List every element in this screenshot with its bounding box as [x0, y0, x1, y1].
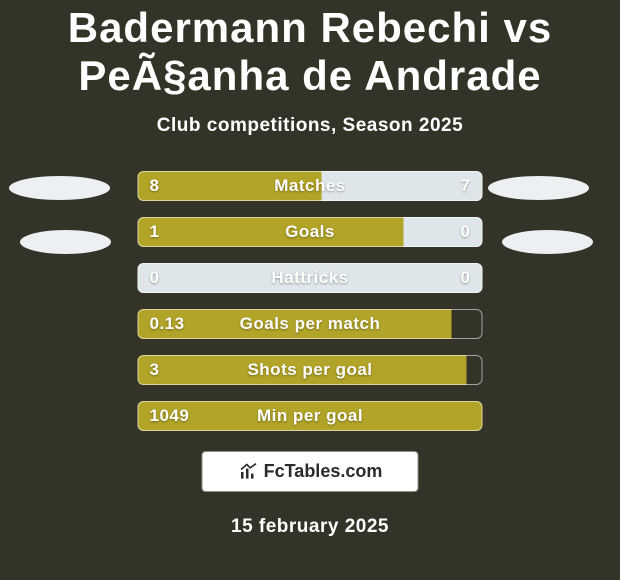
value-left: 3: [150, 355, 160, 385]
value-right: 0: [461, 263, 471, 293]
stat-rows: 8 7 Matches 1 0 Goals 0 0 Hattricks 0.13 Goals per…: [0, 171, 620, 431]
value-left: 0.13: [150, 309, 185, 339]
source-badge: FcTables.com: [202, 451, 419, 492]
stat-row: 0.13 Goals per match: [0, 309, 620, 339]
value-right: 7: [461, 171, 471, 201]
player-oval: [502, 230, 593, 254]
stat-row: 1049 Min per goal: [0, 401, 620, 431]
date-text: 15 february 2025: [231, 516, 389, 538]
comparison-infographic: Badermann Rebechi vs PeÃ§anha de Andrade…: [0, 0, 620, 580]
stat-label: Hattricks: [271, 263, 348, 293]
stat-label: Goals per match: [240, 309, 381, 339]
value-left: 1049: [150, 401, 190, 431]
stat-label: Shots per goal: [247, 355, 372, 385]
player-oval: [488, 176, 589, 200]
stat-label: Matches: [274, 171, 346, 201]
bar-left: [138, 217, 404, 247]
value-left: 8: [150, 171, 160, 201]
page-title: Badermann Rebechi vs PeÃ§anha de Andrade: [0, 0, 620, 101]
value-right: 0: [461, 217, 471, 247]
subtitle: Club competitions, Season 2025: [0, 115, 620, 137]
player-oval: [9, 176, 110, 200]
source-text: FcTables.com: [264, 461, 383, 482]
value-left: 1: [150, 217, 160, 247]
value-left: 0: [150, 263, 160, 293]
stat-label: Min per goal: [257, 401, 363, 431]
player-oval: [20, 230, 111, 254]
stat-label: Goals: [285, 217, 335, 247]
stat-row: 0 0 Hattricks: [0, 263, 620, 293]
chart-icon: [238, 461, 260, 483]
stat-row: 3 Shots per goal: [0, 355, 620, 385]
